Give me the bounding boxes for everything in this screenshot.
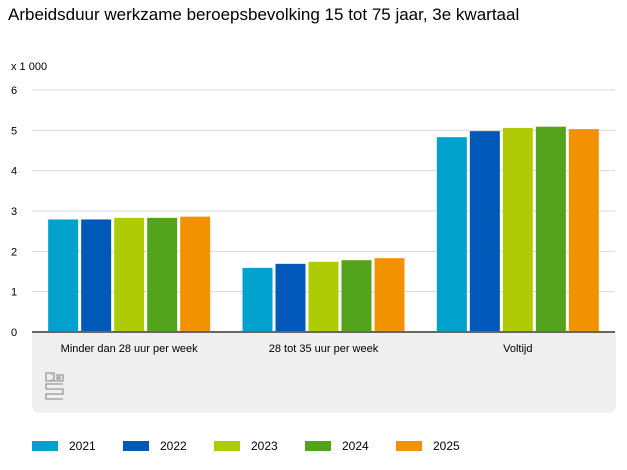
legend-swatch <box>214 441 240 451</box>
y-tick-label: 6 <box>11 85 17 97</box>
x-category-label: 28 tot 35 uur per week <box>269 343 379 355</box>
y-tick-label: 0 <box>11 327 17 339</box>
y-tick-label: 2 <box>11 246 17 258</box>
legend-item-2021[interactable]: 2021 <box>32 439 96 453</box>
legend-label: 2023 <box>251 439 278 453</box>
bar-2024: 2024: 2.83 <box>147 217 178 332</box>
bar-2022: 2022: 2.79 <box>81 219 112 332</box>
y-axis-unit-label: x 1 000 <box>11 61 48 73</box>
bar-2025: 2025: 2.86 <box>180 216 211 332</box>
legend-label: 2021 <box>69 439 96 453</box>
legend-label: 2022 <box>160 439 187 453</box>
y-tick-label: 3 <box>11 206 17 218</box>
legend-item-2022[interactable]: 2022 <box>123 439 187 453</box>
cbs-logo-icon <box>45 372 64 400</box>
legend-label: 2025 <box>433 439 460 453</box>
bar-2021: 2021: 1.59 <box>242 267 273 332</box>
legend-item-2023[interactable]: 2023 <box>214 439 278 453</box>
bar-2021: 2021: 2.79 <box>48 219 79 332</box>
bar-2025: 2025: 1.83 <box>374 258 405 332</box>
bar-2024: 2024: 5.09 <box>535 126 566 332</box>
category-label-panel <box>32 332 616 413</box>
bar-2022: 2022: 4.98 <box>469 131 500 332</box>
bar-2024: 2024: 1.78 <box>341 260 372 332</box>
y-tick-label: 1 <box>11 287 17 299</box>
chart-title: Arbeidsduur werkzame beroepsbevolking 15… <box>8 5 520 24</box>
legend-swatch <box>32 441 58 451</box>
y-tick-label: 5 <box>11 125 17 137</box>
bar-2023: 2023: 5.06 <box>502 127 533 332</box>
x-category-label: Voltijd <box>503 343 532 355</box>
legend-item-2024[interactable]: 2024 <box>305 439 369 453</box>
bar-2021: 2021: 4.83 <box>436 137 467 332</box>
bar-2022: 2022: 1.69 <box>275 263 306 332</box>
legend-item-2025[interactable]: 2025 <box>396 439 460 453</box>
bar-2023: 2023: 2.83 <box>114 217 145 332</box>
legend-swatch <box>396 441 422 451</box>
bar-2023: 2023: 1.74 <box>308 261 339 332</box>
legend-label: 2024 <box>342 439 369 453</box>
legend-swatch <box>305 441 331 451</box>
x-category-label: Minder dan 28 uur per week <box>61 343 198 355</box>
y-tick-label: 4 <box>11 166 17 178</box>
legend-swatch <box>123 441 149 451</box>
bar-2025: 2025: 5.03 <box>568 129 599 332</box>
